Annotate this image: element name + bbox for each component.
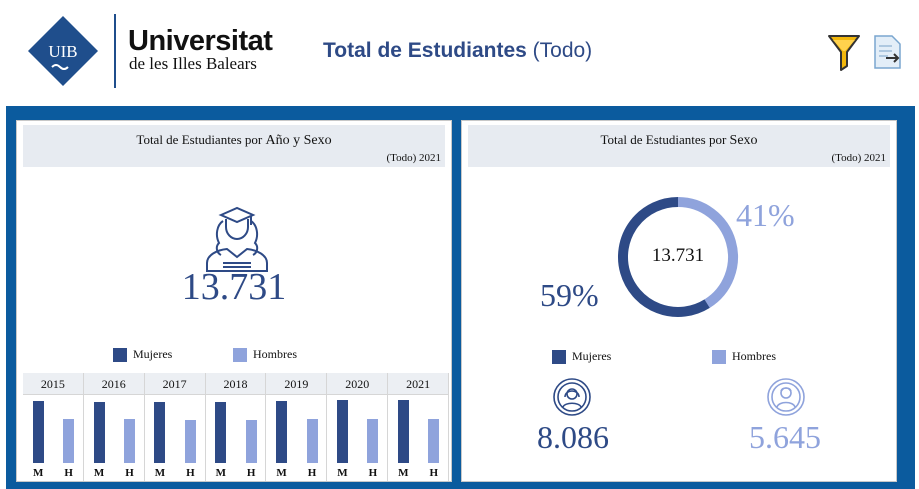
legend-swatch-hombres <box>233 348 247 363</box>
year-label: 2017 <box>144 373 205 395</box>
year-label: 2020 <box>327 373 388 395</box>
legend-swatch-mujeres <box>552 350 566 365</box>
bar-label-h: H <box>186 467 195 479</box>
panel-title: Total de Estudiantes por Sexo <box>468 132 890 149</box>
bar-label-m: M <box>398 467 409 479</box>
panel-filter-text: (Todo) 2021 <box>386 152 441 164</box>
year-label: 2018 <box>205 373 266 395</box>
legend-hombres: Hombres <box>712 349 776 367</box>
panel-filter-text: (Todo) 2021 <box>831 152 886 164</box>
bar-hombres[interactable] <box>63 418 75 463</box>
legend-swatch-hombres <box>712 350 726 365</box>
legend-label-hombres: Hombres <box>253 347 297 361</box>
legend-label-mujeres: Mujeres <box>572 349 612 363</box>
panel-title-prefix: Total de Estudiantes por <box>600 132 727 147</box>
page-title-filter: (Todo) <box>532 39 593 62</box>
header: UIB Universitat de les Illes Balears Tot… <box>0 0 919 100</box>
bar-mujeres[interactable] <box>215 401 227 463</box>
bar-mujeres[interactable] <box>32 401 44 463</box>
bar-label-m: M <box>276 467 287 479</box>
year-column: 2018 M H <box>205 373 267 481</box>
donut-slice-mujeres[interactable] <box>618 197 710 317</box>
pct-mujeres-label: 59% <box>540 277 599 313</box>
bar-label-m: M <box>154 467 166 479</box>
bar-label-m: M <box>337 467 348 479</box>
bar-hombres[interactable] <box>428 419 440 463</box>
bar-label-h: H <box>368 467 378 479</box>
legend-label-mujeres: Mujeres <box>133 347 173 361</box>
year-column: 2015 M H <box>23 373 84 481</box>
panel-header: Total de Estudiantes por Año y Sexo (Tod… <box>23 125 445 167</box>
pct-hombres-label: 41% <box>736 197 795 233</box>
year-label: 2019 <box>266 373 327 395</box>
filter-funnel-icon[interactable] <box>826 32 862 72</box>
mujeres-total-value: 8.086 <box>537 419 609 455</box>
bar-hombres[interactable] <box>123 419 135 463</box>
legend-swatch-mujeres <box>113 348 127 363</box>
bar-label-h: H <box>246 467 256 479</box>
bar-hombres[interactable] <box>306 419 318 463</box>
bar-mujeres[interactable] <box>154 401 166 463</box>
legend-label-hombres: Hombres <box>732 349 776 363</box>
bar-label-m: M <box>33 467 44 479</box>
dashboard-frame: Total de Estudiantes por Año y Sexo (Tod… <box>6 106 915 489</box>
total-students-value: 13.731 <box>181 266 287 308</box>
logo-name: Universitat <box>128 25 273 57</box>
panel-header: Total de Estudiantes por Sexo (Todo) 202… <box>468 125 890 167</box>
bar-label-h: H <box>307 467 317 479</box>
donut-slice-hombres[interactable] <box>677 197 738 308</box>
logo-subtitle: de les Illes Balears <box>129 54 257 73</box>
panel-title-prefix: Total de Estudiantes por <box>136 132 263 147</box>
sex-donut-chart <box>618 197 738 317</box>
bar-mujeres[interactable] <box>336 399 348 463</box>
bar-label-h: H <box>64 467 73 479</box>
year-column: 2020 M H <box>327 373 389 481</box>
year-label: 2016 <box>83 373 144 395</box>
bar-label-h: H <box>125 467 134 479</box>
legend-hombres: Hombres <box>233 347 297 365</box>
year-bar-chart: 2015 M H 2016 M H 2017 M H 2018 M H 2019 M H 2020 M H 2021… <box>23 373 449 481</box>
donut-center-total: 13.731 <box>651 245 705 266</box>
panel-students-by-sex: Total de Estudiantes por Sexo (Todo) 202… <box>461 120 897 482</box>
female-avatar-icon <box>553 378 591 416</box>
bar-mujeres[interactable] <box>93 401 105 463</box>
year-column: 2021 M H <box>388 373 449 481</box>
year-label: 2021 <box>388 373 448 395</box>
panel-title: Total de Estudiantes por Año y Sexo <box>23 132 445 149</box>
bar-mujeres[interactable] <box>397 400 409 463</box>
graduate-student-icon <box>206 206 268 272</box>
legend-mujeres: Mujeres <box>113 347 172 365</box>
bar-label-h: H <box>429 467 439 479</box>
bar-hombres[interactable] <box>367 418 379 463</box>
bar-label-m: M <box>93 467 105 479</box>
legend-mujeres: Mujeres <box>552 349 611 367</box>
hombres-total-value: 5.645 <box>749 419 821 455</box>
male-avatar-icon <box>767 378 805 416</box>
panel-students-by-year-sex: Total de Estudiantes por Año y Sexo (Tod… <box>16 120 452 482</box>
bar-mujeres[interactable] <box>276 401 288 463</box>
page-title-bold: Total de Estudiantes <box>323 39 527 62</box>
bar-hombres[interactable] <box>245 419 257 463</box>
year-label: 2015 <box>23 373 83 395</box>
page-title: Total de Estudiantes (Todo) <box>323 38 592 64</box>
year-column: 2016 M H <box>83 373 145 481</box>
uib-logo-icon: UIB <box>28 16 98 86</box>
logo-divider <box>114 14 116 88</box>
bar-hombres[interactable] <box>184 419 196 463</box>
bar-label-m: M <box>215 467 226 479</box>
panel-title-suffix: Sexo <box>729 133 758 148</box>
year-column: 2017 M H <box>144 373 206 481</box>
svg-text:UIB: UIB <box>48 42 77 61</box>
year-column: 2019 M H <box>266 373 328 481</box>
panel-title-suffix: Año y Sexo <box>265 133 332 148</box>
export-document-icon[interactable] <box>872 34 904 70</box>
